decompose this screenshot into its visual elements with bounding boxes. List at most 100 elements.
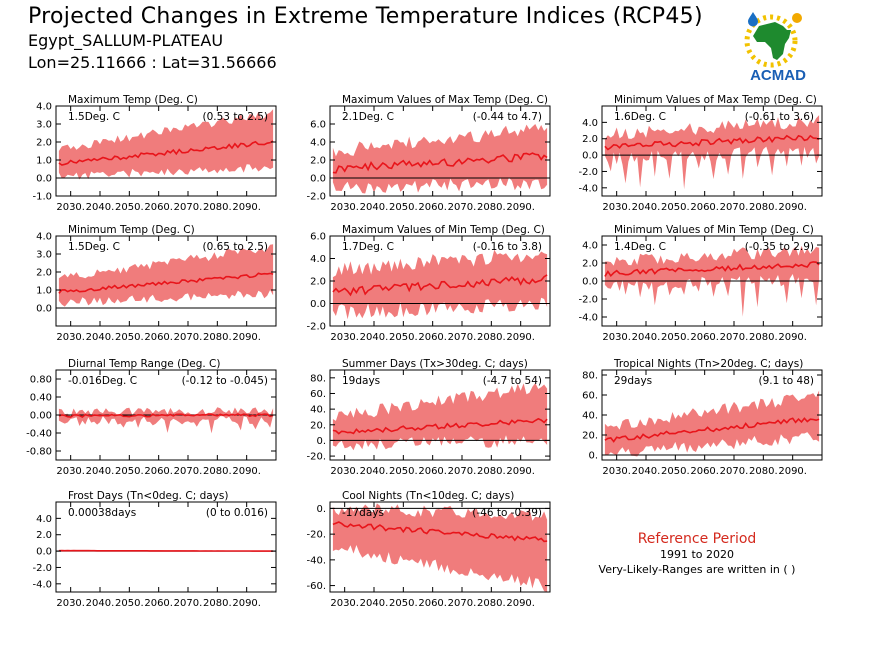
x-tick-label: 2090. — [232, 332, 261, 343]
acmad-logo: ACMAD — [744, 12, 806, 84]
y-tick-label: 0.40 — [30, 393, 52, 404]
y-tick-label: 0.80 — [30, 375, 52, 386]
x-tick-label: 2040. — [632, 202, 661, 213]
x-tick-label: 2090. — [506, 466, 535, 477]
chart-panel: 4.0 2.0 0.0 -2.0 -4.0 2030. 2040. 2050. 2060. 207… — [578, 94, 823, 213]
reference-period-title: Reference Period — [637, 531, 757, 547]
y-tick-label: -0.40 — [26, 429, 52, 440]
y-tick-label: 6.0 — [310, 232, 326, 243]
station-coordinates: Lon=25.11666 : Lat=31.56666 — [28, 53, 277, 72]
median-line — [58, 272, 274, 294]
x-tick-label: 2080. — [203, 332, 232, 343]
panel-title: Minimum Temp (Deg. C) — [68, 224, 195, 236]
range-band — [58, 407, 274, 434]
range-band — [332, 383, 548, 451]
x-tick-label: 2090. — [778, 202, 807, 213]
chart-panel: 6.0 4.0 2.0 0.0 -2.0 2030. 2040. 2050. 2060. 2070… — [306, 94, 551, 213]
x-tick-label: 2080. — [749, 202, 778, 213]
x-tick-label: 2060. — [418, 466, 447, 477]
y-tick-label: 40. — [310, 405, 326, 416]
x-tick-label: 2070. — [448, 332, 477, 343]
x-tick-label: 2070. — [720, 466, 749, 477]
range-band — [332, 503, 548, 592]
x-tick-label: 2030. — [602, 332, 631, 343]
x-tick-label: 2080. — [477, 598, 506, 609]
range-band — [58, 244, 274, 307]
plot-frame — [55, 105, 277, 197]
x-tick-label: 2060. — [144, 332, 173, 343]
plot-frame — [55, 501, 277, 593]
y-tick-label: 4.0 — [582, 118, 598, 129]
x-tick-label: 2050. — [115, 202, 144, 213]
y-tick-label: -2.0 — [306, 192, 326, 203]
y-tick-label: 0.0 — [36, 174, 52, 185]
chart-panel: 80.60.40.20.0.-20.2030. 2040. 2050. 2060. 20… — [306, 358, 551, 477]
range-label: (0 to 0.016) — [206, 507, 268, 519]
chart-panel: 4.0 3.0 2.0 1.0 0.0 2030. 2040. 2050. 2060. 2070.… — [36, 224, 277, 343]
y-tick-label: -2.0 — [578, 295, 598, 306]
x-tick-label: 2050. — [115, 332, 144, 343]
y-tick-label: -2.0 — [578, 167, 598, 178]
y-tick-label: 4.0 — [310, 254, 326, 265]
change-label: -0.016Deg. C — [68, 375, 137, 387]
x-tick-label: 2060. — [144, 466, 173, 477]
plot-frame — [601, 105, 823, 197]
y-tick-label: -20. — [306, 452, 326, 463]
panel-title: Summer Days (Tx>30deg. C; days) — [342, 358, 528, 370]
y-tick-label: 2.0 — [36, 268, 52, 279]
y-tick-label: -4.0 — [32, 579, 52, 590]
x-tick-label: 2080. — [203, 598, 232, 609]
range-label: (-0.61 to 3.6) — [745, 111, 814, 123]
median-line — [604, 134, 820, 151]
y-tick-label: 0.0 — [36, 304, 52, 315]
x-tick-label: 2090. — [778, 332, 807, 343]
x-tick-label: 2090. — [232, 598, 261, 609]
x-tick-label: 2060. — [418, 202, 447, 213]
x-tick-label: 2040. — [632, 466, 661, 477]
median-line — [58, 413, 274, 418]
y-tick-label: 2.0 — [36, 138, 52, 149]
x-tick-label: 2040. — [360, 202, 389, 213]
range-label: (-0.35 to 2.9) — [745, 241, 814, 253]
africa-map-icon — [753, 22, 791, 60]
median-line — [332, 274, 548, 297]
x-tick-label: 2030. — [330, 332, 359, 343]
y-tick-label: 0.0 — [310, 174, 326, 185]
y-tick-label: -2.0 — [32, 563, 52, 574]
x-tick-label: 2040. — [360, 466, 389, 477]
x-tick-label: 2090. — [506, 332, 535, 343]
x-tick-label: 2040. — [86, 466, 115, 477]
x-tick-label: 2050. — [389, 598, 418, 609]
change-label: 1.7Deg. C — [342, 241, 394, 253]
y-tick-label: 6.0 — [310, 120, 326, 131]
x-tick-label: 2080. — [203, 202, 232, 213]
y-tick-label: 1.0 — [36, 156, 52, 167]
y-tick-label: -2.0 — [306, 322, 326, 333]
change-label: 29days — [614, 375, 652, 387]
y-tick-label: 2.0 — [36, 530, 52, 541]
x-tick-label: 2070. — [448, 202, 477, 213]
range-band — [332, 124, 548, 194]
y-tick-label: 0. — [316, 436, 326, 447]
y-tick-label: 4.0 — [36, 102, 52, 113]
range-label: (-0.44 to 4.7) — [473, 111, 542, 123]
x-tick-label: 2080. — [477, 202, 506, 213]
y-tick-label: 60. — [582, 391, 598, 402]
x-tick-label: 2030. — [330, 598, 359, 609]
sun-icon — [792, 13, 802, 23]
y-tick-label: 4.0 — [310, 138, 326, 149]
range-band — [58, 109, 274, 180]
x-tick-label: 2040. — [360, 598, 389, 609]
x-tick-label: 2070. — [720, 332, 749, 343]
chart-panel: 0.80 0.40 0.00 -0.40 -0.80 2030. 2040. 2050. 206… — [26, 358, 277, 477]
panel-title: Diurnal Temp Range (Deg. C) — [68, 358, 220, 370]
y-tick-label: 4.0 — [36, 514, 52, 525]
y-tick-label: -40. — [306, 555, 326, 566]
y-tick-label: 2.0 — [310, 277, 326, 288]
x-tick-label: 2030. — [330, 466, 359, 477]
x-tick-label: 2060. — [690, 332, 719, 343]
plot-frame — [55, 235, 277, 327]
x-tick-label: 2050. — [115, 598, 144, 609]
y-tick-label: 20. — [582, 431, 598, 442]
change-label: 19days — [342, 375, 380, 387]
